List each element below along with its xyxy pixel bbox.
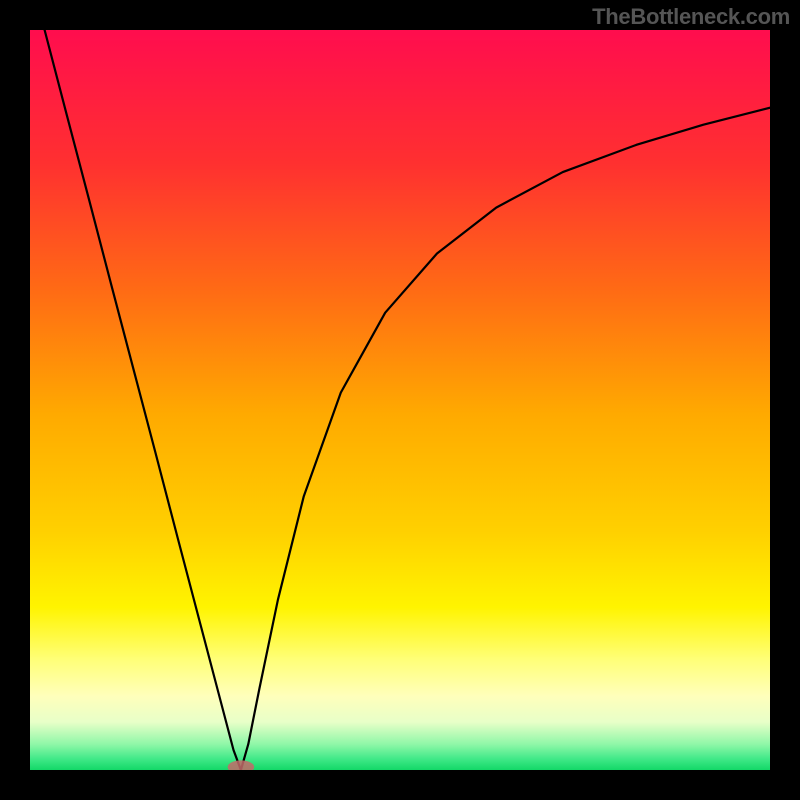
plot-svg — [30, 30, 770, 770]
watermark-text: TheBottleneck.com — [592, 4, 790, 30]
plot-area — [30, 30, 770, 770]
figure-container: TheBottleneck.com — [0, 0, 800, 800]
